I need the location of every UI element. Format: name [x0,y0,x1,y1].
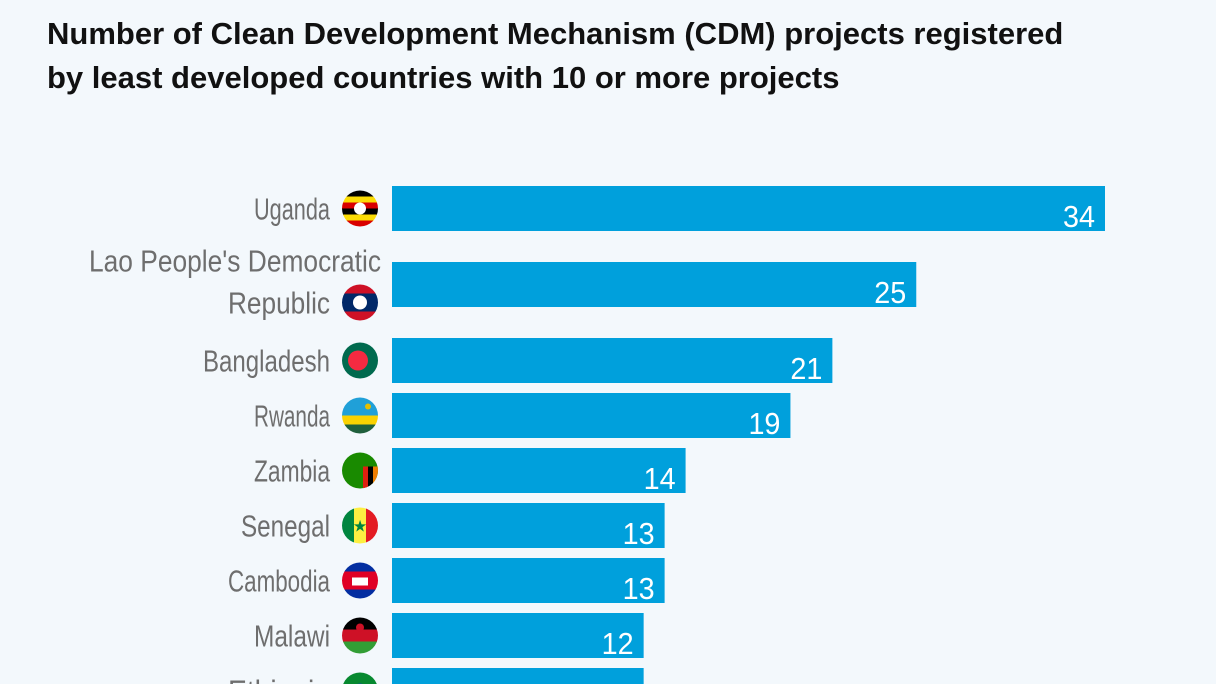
ethiopia-flag-icon [342,672,378,684]
category-label: Senegal [241,509,330,544]
bar [392,668,644,684]
bar [392,186,1105,231]
bar [392,503,665,548]
cambodia-flag-icon [342,562,378,599]
bangladesh-flag-icon [342,342,378,379]
rwanda-flag-icon [342,397,378,434]
svg-text:★: ★ [353,519,367,536]
data-label: 13 [623,516,655,551]
data-label: 25 [874,275,906,310]
malawi-flag-icon [342,617,378,654]
data-label: 14 [644,461,676,496]
category-label: Republic [228,286,330,321]
category-label: Uganda [254,192,331,227]
laos-flag-icon [342,284,378,321]
bar [392,393,791,438]
uganda-flag-icon [342,190,378,227]
data-label: 12 [602,681,634,684]
senegal-flag-icon: ★ [342,507,378,544]
zambia-flag-icon [342,452,378,489]
category-label: Cambodia [228,564,331,599]
bar [392,613,644,658]
data-label: 34 [1063,199,1095,234]
data-label: 21 [790,351,822,386]
chart-title: Number of Clean Development Mechanism (C… [47,16,1064,95]
category-label: Zambia [254,454,331,489]
data-label: 19 [748,406,780,441]
category-label: Ethiopia [228,674,331,684]
category-label: Malawi [254,619,330,654]
data-label: 12 [602,626,634,661]
category-label: Bangladesh [203,344,330,379]
bar [392,448,686,493]
bar [392,338,833,383]
category-label: Lao People's Democratic [89,244,381,279]
category-label: Rwanda [254,399,330,434]
bar [392,558,665,603]
bar [392,262,917,307]
data-label: 13 [623,571,655,606]
